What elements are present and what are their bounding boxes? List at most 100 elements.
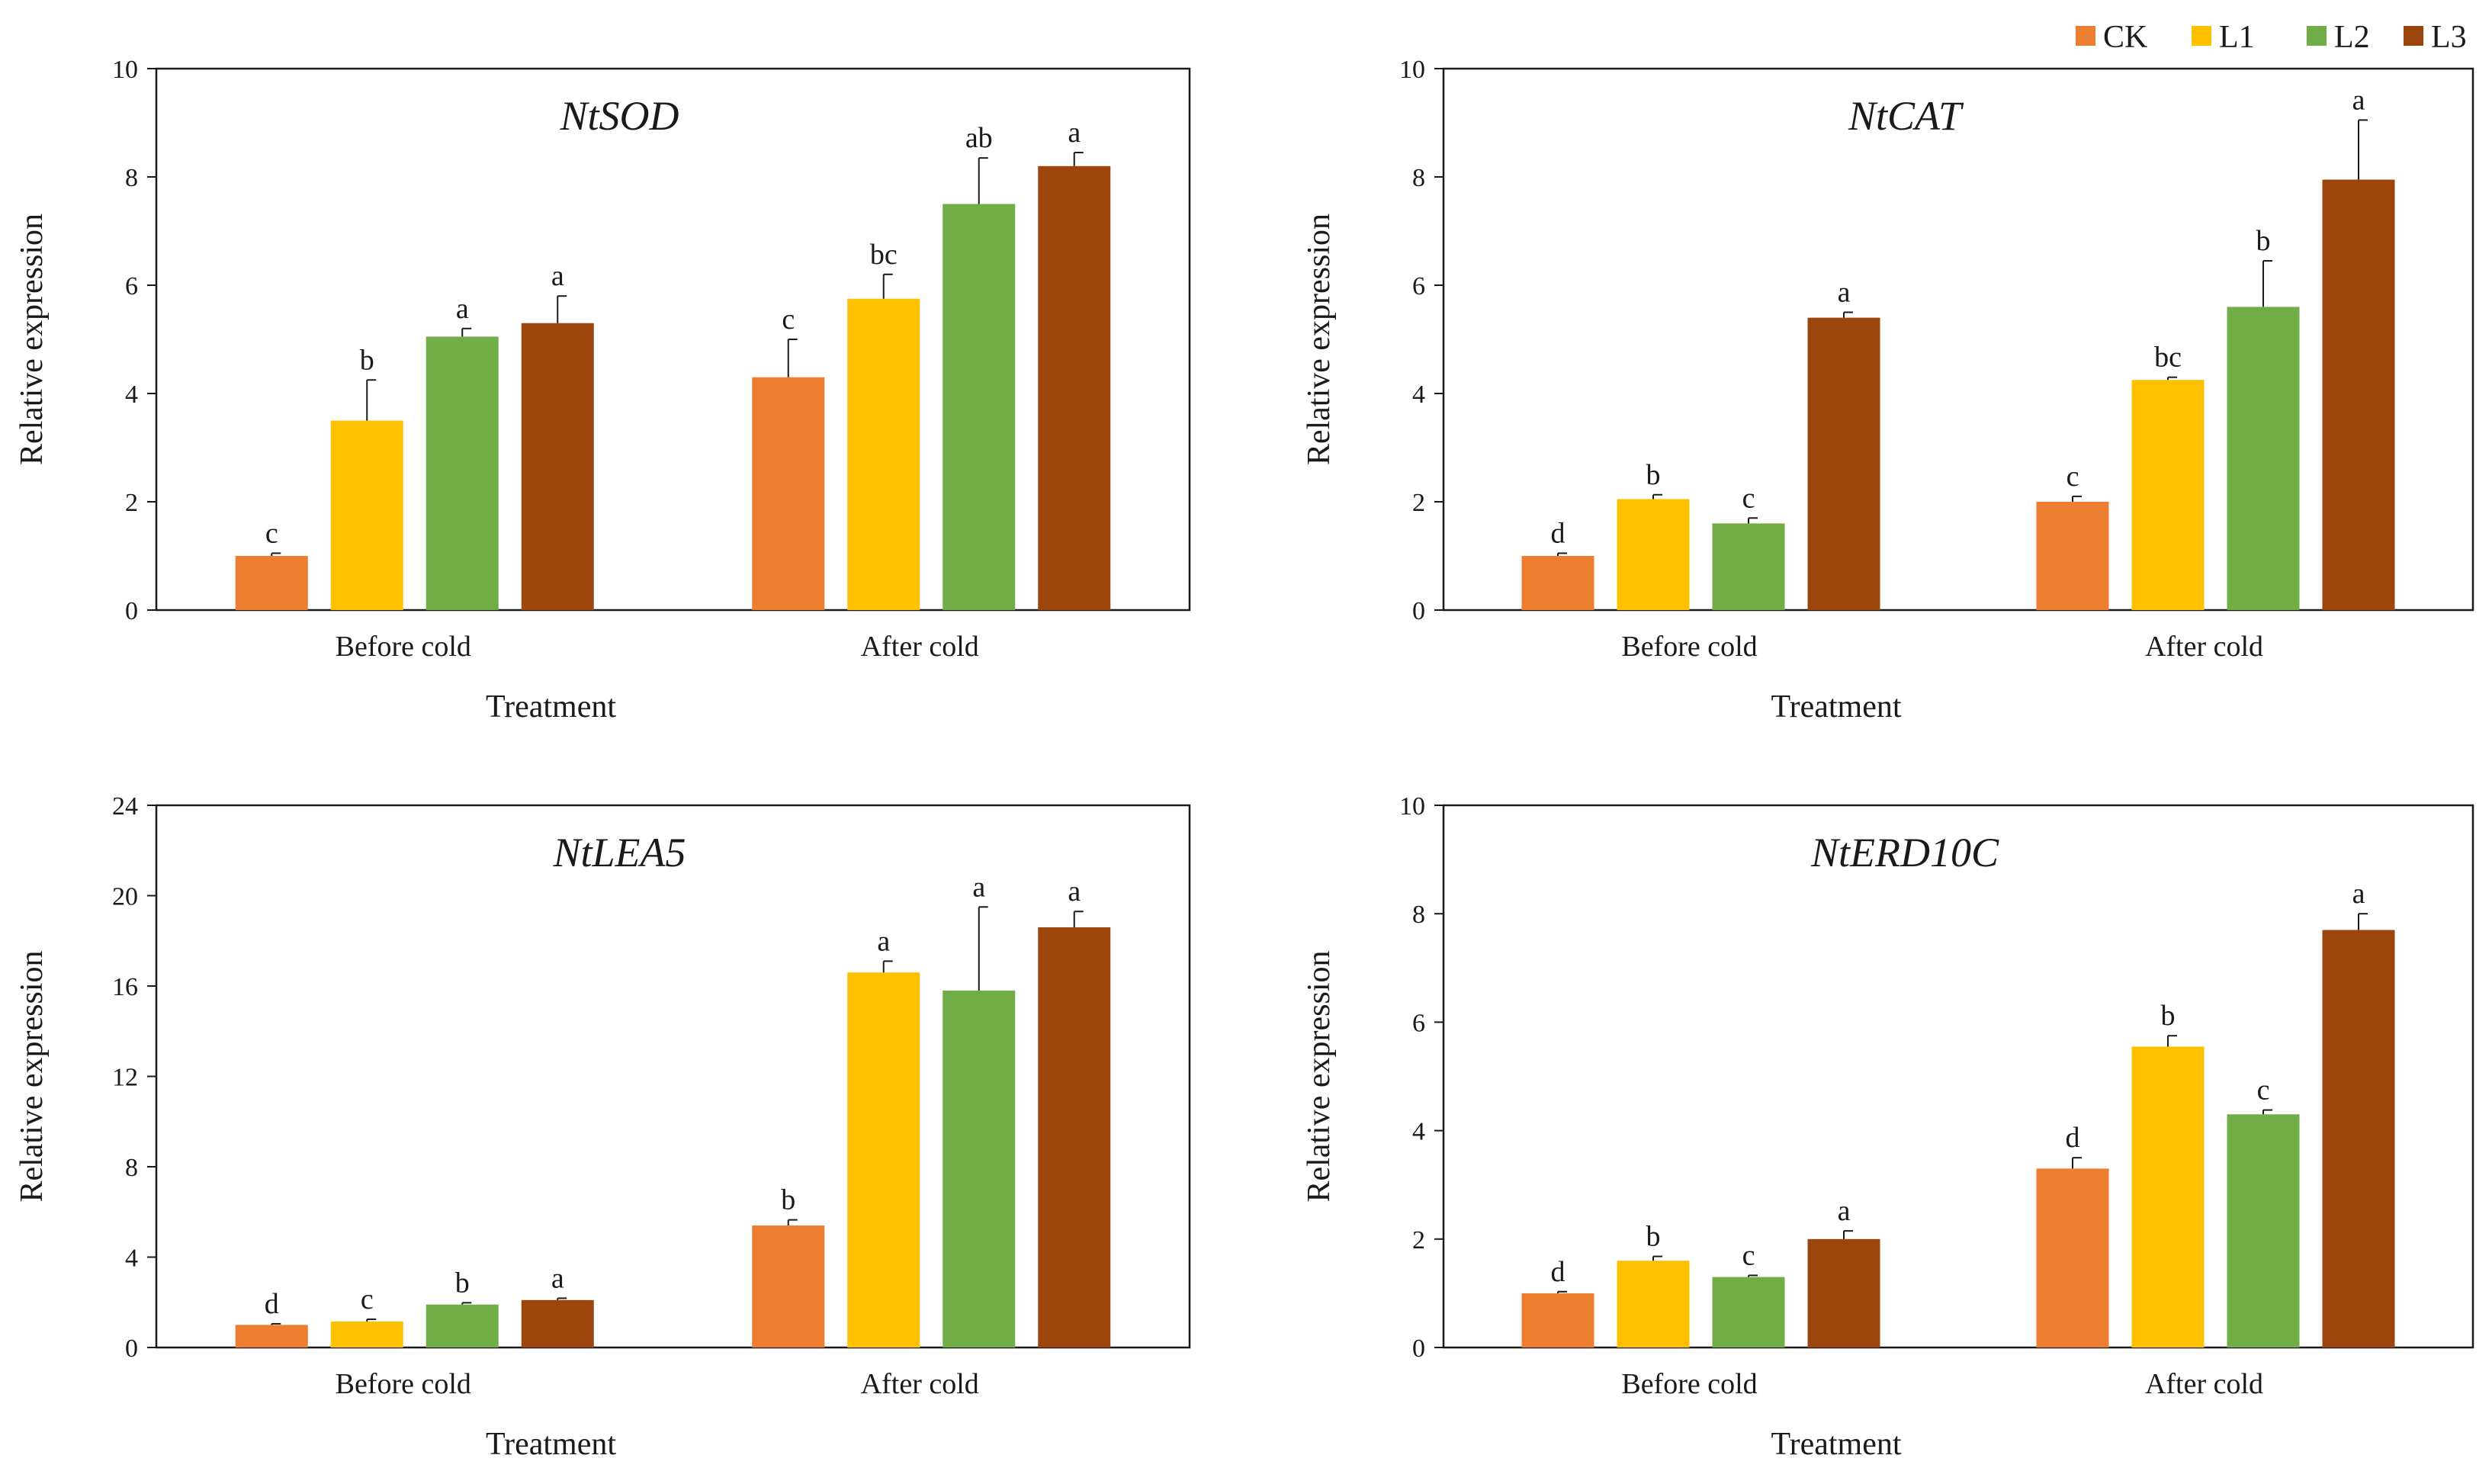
bar-ck-after-cold [752, 377, 825, 610]
bar-l1-before-cold [330, 1321, 403, 1347]
bar-ck-before-cold [235, 556, 308, 610]
x-category-label: After cold [2145, 1368, 2263, 1400]
bar-l2-before-cold [426, 1304, 499, 1347]
y-tick-label: 0 [125, 1335, 138, 1363]
chart-panel-ntlea5: 0 4 8 12 16 20 24 Relative expression NtLEA5 d c b a… [14, 792, 1191, 1462]
chart-title: NtLEA5 [552, 830, 686, 875]
bar-l2-after-cold [943, 204, 1016, 610]
plot-area-frame [155, 67, 1191, 612]
significance-letter: a [2352, 878, 2365, 910]
significance-letter: b [2161, 1000, 2176, 1032]
x-axis-label: Treatment [486, 1427, 616, 1462]
legend-item-l3: L3 [2404, 20, 2467, 55]
significance-letter: a [551, 1262, 564, 1294]
y-tick-label: 6 [125, 272, 138, 300]
y-tick-label: 6 [1412, 1009, 1425, 1037]
y-tick-label: 24 [112, 792, 138, 821]
chart-title: NtCAT [1848, 93, 1964, 139]
y-tick-label: 4 [125, 1245, 138, 1273]
y-tick-label: 2 [1412, 1226, 1425, 1254]
significance-letter: a [551, 260, 564, 292]
bar-l3-before-cold [1807, 1238, 1880, 1347]
significance-letter: c [361, 1283, 374, 1315]
significance-letter: a [1068, 117, 1081, 149]
significance-letter: b [1646, 1221, 1661, 1253]
significance-letter: b [781, 1184, 795, 1216]
y-axis-label: Relative expression [1302, 950, 1337, 1202]
bar-l1-before-cold [1617, 499, 1690, 610]
legend-swatch [2307, 26, 2327, 46]
y-tick-label: 0 [1412, 1335, 1425, 1363]
bar-l1-before-cold [330, 420, 403, 610]
bar-l1-after-cold [2131, 380, 2205, 610]
significance-letter: d [1551, 1256, 1566, 1288]
significance-letter: c [265, 517, 278, 549]
y-tick-label: 8 [125, 164, 138, 192]
significance-letter: d [1551, 517, 1566, 549]
plot-area-frame [1442, 804, 2474, 1349]
bar-l2-before-cold [1712, 523, 1785, 610]
chart-title: NtERD10C [1810, 830, 1999, 875]
significance-letter: bc [870, 239, 898, 271]
legend-swatch [2404, 26, 2423, 46]
significance-letter: a [456, 293, 469, 325]
significance-letter: bc [2154, 342, 2182, 374]
bar-l3-after-cold [1038, 927, 1111, 1347]
bar-ck-before-cold [1521, 556, 1594, 610]
significance-letter: c [1742, 1239, 1755, 1271]
x-category-label: Before cold [336, 1368, 471, 1400]
significance-letter: c [2257, 1074, 2270, 1107]
bar-l2-after-cold [2227, 1114, 2300, 1347]
bar-l3-before-cold [1807, 317, 1880, 610]
y-tick-label: 8 [1412, 164, 1425, 192]
bar-l3-before-cold [521, 1299, 594, 1347]
plot-area-frame [155, 804, 1191, 1349]
y-tick-label: 10 [1399, 56, 1425, 84]
significance-letter: a [1838, 1195, 1851, 1227]
significance-letter: c [1742, 482, 1755, 514]
significance-letter: ab [965, 122, 993, 154]
bar-l2-before-cold [1712, 1277, 1785, 1347]
significance-letter: b [2256, 225, 2271, 257]
y-tick-label: 4 [1412, 381, 1425, 409]
legend-swatch [2192, 26, 2211, 46]
x-category-label: After cold [861, 631, 979, 663]
legend-label: L1 [2219, 20, 2255, 55]
bar-l3-after-cold [2322, 179, 2395, 611]
bar-ck-after-cold [752, 1225, 825, 1347]
x-category-label: Before cold [1621, 631, 1757, 663]
legend: CK L1 L2 L3 [2076, 20, 2467, 55]
y-tick-label: 4 [125, 381, 138, 409]
y-tick-label: 10 [1399, 792, 1425, 821]
bar-l3-after-cold [1038, 165, 1111, 611]
significance-letter: a [1068, 875, 1081, 907]
y-axis-label: Relative expression [1302, 214, 1337, 465]
significance-letter: a [972, 871, 985, 903]
legend-swatch [2076, 26, 2095, 46]
significance-letter: c [782, 304, 795, 336]
y-tick-label: 8 [125, 1154, 138, 1182]
y-tick-label: 2 [125, 489, 138, 517]
y-tick-label: 2 [1412, 489, 1425, 517]
y-tick-label: 8 [1412, 901, 1425, 929]
bar-ck-before-cold [1521, 1293, 1594, 1347]
bar-ck-after-cold [2036, 1168, 2109, 1347]
bar-l2-after-cold [943, 990, 1016, 1347]
x-axis-label: Treatment [1771, 689, 1901, 724]
y-tick-label: 4 [1412, 1118, 1425, 1146]
significance-letter: c [2066, 461, 2079, 493]
bar-l1-after-cold [847, 972, 920, 1347]
significance-letter: a [1838, 277, 1851, 309]
x-category-label: After cold [2145, 631, 2263, 663]
bar-l2-after-cold [2227, 307, 2300, 610]
chart-panel-nterd10c: 0 2 4 6 8 10 Relative expression NtERD10C d b c a Be… [1302, 792, 2474, 1462]
bar-l3-after-cold [2322, 930, 2395, 1347]
significance-letter: a [877, 925, 890, 957]
bar-l1-after-cold [847, 298, 920, 610]
y-tick-label: 0 [1412, 597, 1425, 625]
bar-ck-before-cold [235, 1325, 308, 1347]
significance-letter: d [2066, 1122, 2080, 1154]
